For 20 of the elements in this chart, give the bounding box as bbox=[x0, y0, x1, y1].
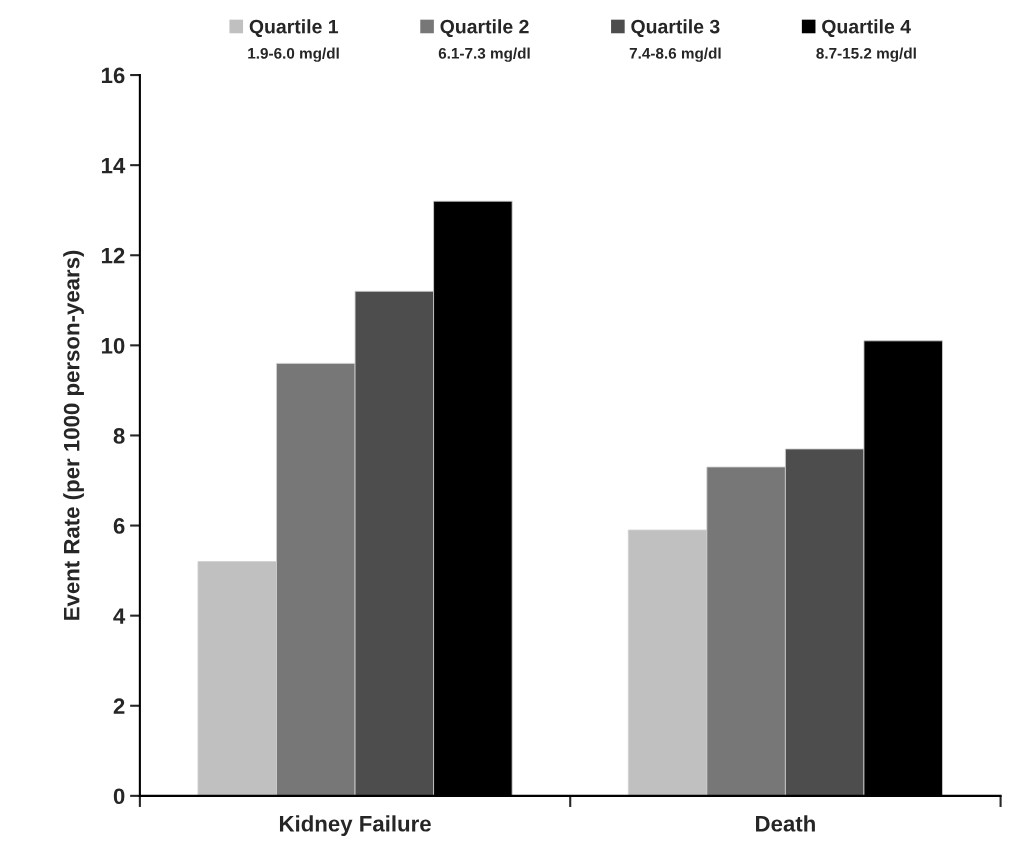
legend-label: Quartile 3 bbox=[631, 19, 720, 38]
y-tick-label: 16 bbox=[101, 67, 125, 84]
x-tick-label: Kidney Failure bbox=[279, 815, 431, 837]
y-tick-label: 4 bbox=[113, 608, 126, 624]
y-tick-label: 10 bbox=[101, 337, 125, 354]
y-tick-label: 8 bbox=[113, 427, 125, 444]
text: 7.4-8.6 mg/dl bbox=[629, 47, 721, 62]
y-tick-label: 2 bbox=[113, 698, 125, 714]
text: 6.1-7.3 mg/dl bbox=[438, 47, 530, 62]
text: 8.7-15.2 mg/dl bbox=[816, 47, 916, 62]
y-tick-label: 6 bbox=[113, 518, 125, 534]
text: 1.9-6.0 mg/dl bbox=[248, 47, 339, 62]
legend-label: Quartile 4 bbox=[822, 19, 911, 38]
legend-label: Quartile 1 bbox=[249, 19, 339, 38]
legend-label: Quartile 2 bbox=[440, 19, 529, 38]
y-axis-title: Event Rate (per 1000 person-years) bbox=[63, 250, 84, 620]
y-tick-label: 12 bbox=[101, 247, 125, 264]
y-tick-label: 0 bbox=[113, 788, 125, 805]
y-tick-label: 14 bbox=[101, 157, 126, 174]
x-tick-label: Death bbox=[756, 815, 815, 832]
